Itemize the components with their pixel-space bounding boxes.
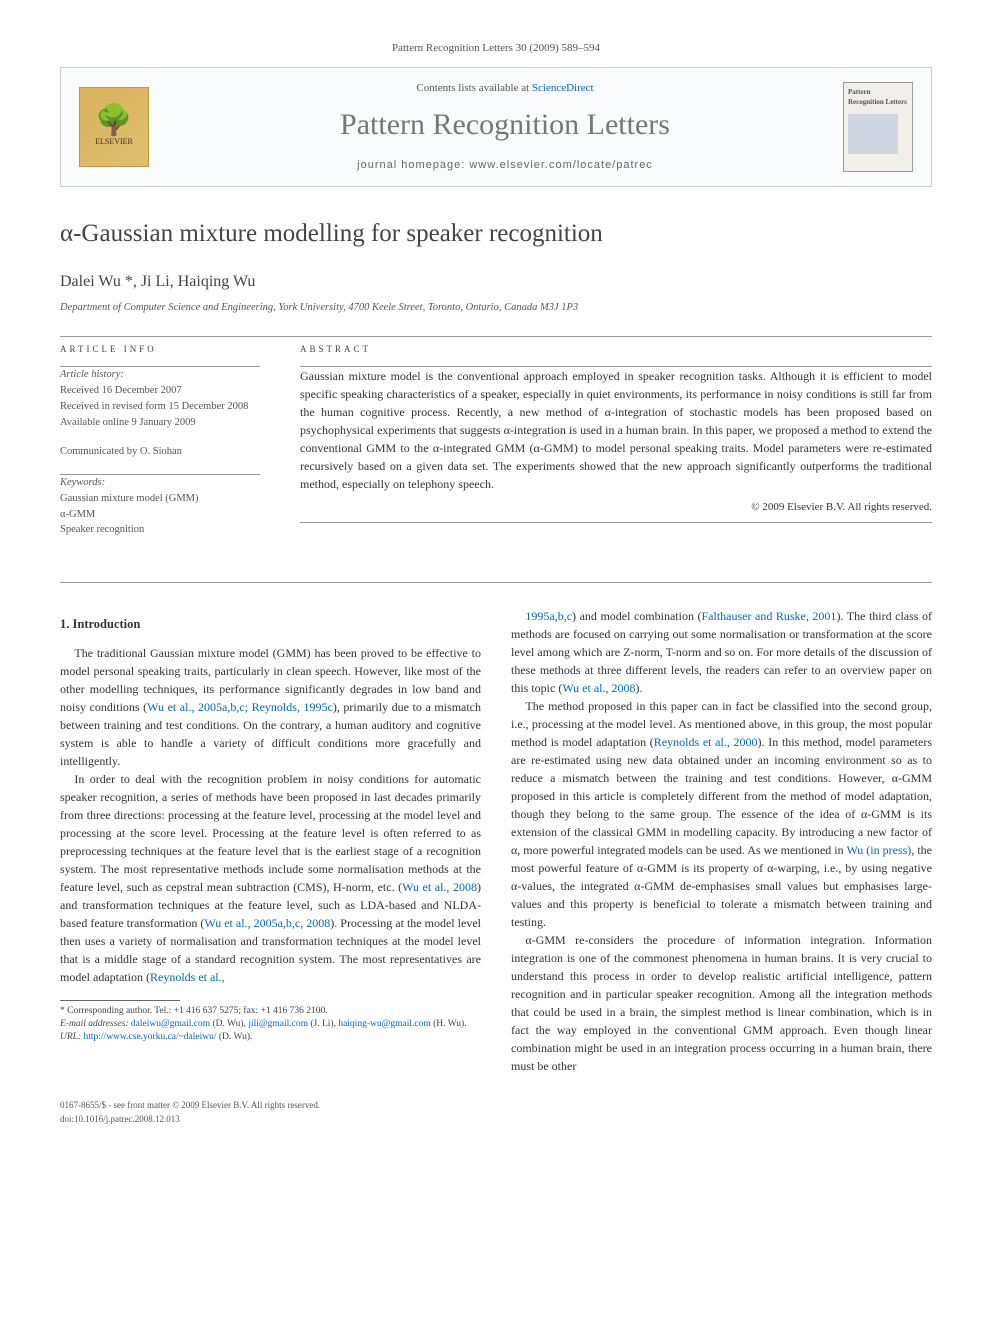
p3-text-c: ).: [636, 681, 643, 695]
received-date: Received 16 December 2007: [60, 383, 260, 399]
abstract-head: ABSTRACT: [300, 343, 932, 357]
email2-who: (J. Li),: [308, 1019, 338, 1029]
journal-header: 🌳 ELSEVIER Contents lists available at S…: [60, 67, 932, 187]
history-label: Article history:: [60, 367, 260, 383]
info-abstract-row: ARTICLE INFO Article history: Received 1…: [60, 343, 932, 552]
p2-text-a: In order to deal with the recognition pr…: [60, 772, 481, 894]
ref-wu-2008-a[interactable]: Wu et al., 2008: [402, 880, 477, 894]
homepage-url: www.elsevier.com/locate/patrec: [469, 159, 652, 171]
divider-body: [60, 582, 932, 583]
footnote-separator: [60, 1000, 180, 1001]
abstract-copyright: © 2009 Elsevier B.V. All rights reserved…: [300, 499, 932, 516]
elsevier-logo: 🌳 ELSEVIER: [79, 87, 149, 167]
email-hwu[interactable]: haiqing-wu@gmail.com: [338, 1019, 430, 1029]
ref-wu-in-press[interactable]: Wu (in press): [846, 843, 911, 857]
email-label: E-mail addresses:: [60, 1019, 131, 1029]
paragraph-3: 1995a,b,c) and model combination (Faltha…: [511, 607, 932, 697]
cover-title: Pattern Recognition Letters: [848, 87, 908, 108]
elsevier-tree-icon: 🌳: [95, 106, 132, 136]
divider-top: [60, 336, 932, 337]
cover-image-placeholder: [848, 114, 898, 154]
email-jli[interactable]: jili@gmail.com: [248, 1019, 308, 1029]
abstract-divider-bottom: [300, 522, 932, 523]
issn-line: 0167-8655/$ - see front matter © 2009 El…: [60, 1099, 932, 1113]
email-dwu[interactable]: daleiwu@gmail.com: [131, 1019, 210, 1029]
communicated-block: Communicated by O. Siohan: [60, 444, 260, 460]
ref-falthauser-ruske-2001[interactable]: Falthauser and Ruske, 2001: [702, 609, 837, 623]
abstract-text: Gaussian mixture model is the convention…: [300, 367, 932, 493]
homepage-prefix: journal homepage:: [357, 159, 469, 171]
url-line: URL: http://www.cse.yorku.ca/~daleiwu/ (…: [60, 1031, 481, 1044]
revised-date: Received in revised form 15 December 200…: [60, 399, 260, 415]
ref-wu-2008-b[interactable]: Wu et al., 2008: [562, 681, 635, 695]
paragraph-4: The method proposed in this paper can in…: [511, 697, 932, 931]
header-center: Contents lists available at ScienceDirec…: [167, 80, 843, 174]
paragraph-5: α-GMM re-considers the procedure of info…: [511, 931, 932, 1075]
ref-wu-2005-reynolds-1995c[interactable]: Wu et al., 2005a,b,c; Reynolds, 1995c: [147, 700, 333, 714]
paragraph-1: The traditional Gaussian mixture model (…: [60, 644, 481, 770]
available-date: Available online 9 January 2009: [60, 415, 260, 431]
p3-text-a: ) and model combination (: [572, 609, 701, 623]
ref-reynolds-start[interactable]: Reynolds et al.,: [150, 970, 225, 984]
article-info-head: ARTICLE INFO: [60, 343, 260, 357]
body-two-column: 1. Introduction The traditional Gaussian…: [60, 607, 932, 1075]
sciencedirect-link[interactable]: ScienceDirect: [532, 82, 594, 94]
journal-homepage-line: journal homepage: www.elsevier.com/locat…: [167, 157, 843, 174]
doi-line: doi:10.1016/j.patrec.2008.12.013: [60, 1113, 932, 1127]
keyword-1: Gaussian mixture model (GMM): [60, 491, 260, 507]
article-title: α-Gaussian mixture modelling for speaker…: [60, 215, 932, 253]
page-footer: 0167-8655/$ - see front matter © 2009 El…: [60, 1099, 932, 1126]
keywords-label: Keywords:: [60, 475, 260, 491]
ref-reynolds-2000[interactable]: Reynolds et al., 2000: [654, 735, 758, 749]
journal-title: Pattern Recognition Letters: [167, 102, 843, 147]
email1-who: (D. Wu),: [210, 1019, 248, 1029]
paragraph-2: In order to deal with the recognition pr…: [60, 770, 481, 986]
running-citation: Pattern Recognition Letters 30 (2009) 58…: [60, 40, 932, 57]
journal-cover-thumb: Pattern Recognition Letters: [843, 82, 913, 172]
email-line: E-mail addresses: daleiwu@gmail.com (D. …: [60, 1018, 481, 1031]
footnotes-block: * Corresponding author. Tel.: +1 416 637…: [60, 1005, 481, 1045]
page-root: Pattern Recognition Letters 30 (2009) 58…: [0, 0, 992, 1166]
abstract-column: ABSTRACT Gaussian mixture model is the c…: [300, 343, 932, 552]
keyword-3: Speaker recognition: [60, 522, 260, 538]
corresponding-author: * Corresponding author. Tel.: +1 416 637…: [60, 1005, 481, 1018]
email3-who: (H. Wu).: [431, 1019, 467, 1029]
contents-available-line: Contents lists available at ScienceDirec…: [167, 80, 843, 97]
author-url[interactable]: http://www.cse.yorku.ca/~daleiwu/: [84, 1032, 217, 1042]
ref-wu-2005-2008[interactable]: Wu et al., 2005a,b,c, 2008: [204, 916, 330, 930]
communicated-by: Communicated by O. Siohan: [60, 444, 260, 460]
keyword-2: α-GMM: [60, 507, 260, 523]
elsevier-label: ELSEVIER: [95, 136, 133, 148]
article-info-column: ARTICLE INFO Article history: Received 1…: [60, 343, 260, 552]
affiliation: Department of Computer Science and Engin…: [60, 300, 932, 316]
p4-text-b: ). In this method, model parameters are …: [511, 735, 932, 857]
url-label: URL:: [60, 1032, 84, 1042]
ref-reynolds-1995abc[interactable]: 1995a,b,c: [525, 609, 572, 623]
contents-prefix: Contents lists available at: [416, 82, 531, 94]
url-who: (D. Wu).: [217, 1032, 253, 1042]
article-history-block: Article history: Received 16 December 20…: [60, 367, 260, 430]
section-1-heading: 1. Introduction: [60, 615, 481, 634]
author-list: Dalei Wu *, Ji Li, Haiqing Wu: [60, 270, 932, 294]
keywords-block: Keywords: Gaussian mixture model (GMM) α…: [60, 475, 260, 538]
